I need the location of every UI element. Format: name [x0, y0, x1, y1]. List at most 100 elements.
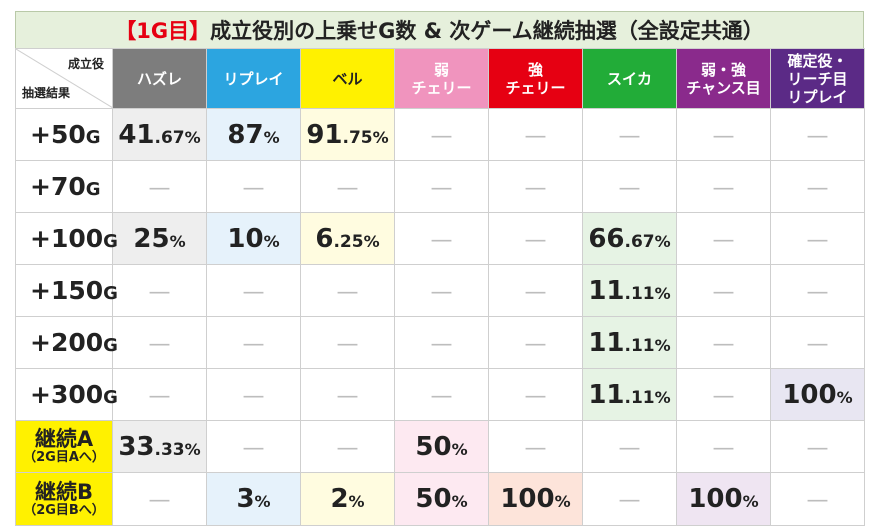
table-cell: —: [394, 212, 489, 265]
dash-empty: —: [712, 279, 735, 305]
dash-empty: —: [618, 435, 641, 461]
column-header-label-line: スイカ: [606, 69, 652, 88]
column-header-1: リプレイ: [206, 48, 301, 109]
cell-value: 2%: [330, 484, 365, 514]
dash-empty: —: [242, 331, 265, 357]
cell-value: 91.75%: [306, 119, 389, 150]
table-cell: —: [676, 316, 771, 369]
row-label-games: +100G: [15, 212, 118, 265]
table-title: 【1G目】 成立役別の上乗せG数 & 次ゲーム継続抽選（全設定共通）: [15, 11, 864, 49]
dash-empty: —: [430, 123, 453, 149]
row-label-games: +70G: [15, 160, 113, 213]
title-tag: 【1G目】: [115, 19, 211, 43]
row-label-unit: G: [85, 179, 101, 200]
table-cell: —: [676, 264, 771, 317]
column-header-label-line: 強: [527, 60, 543, 79]
dash-empty: —: [712, 435, 735, 461]
table-cell: —: [582, 472, 677, 526]
table-cell: —: [300, 316, 395, 369]
title-text: 成立役別の上乗せG数 & 次ゲーム継続抽選（全設定共通）: [210, 19, 764, 43]
cell-value: 11.11%: [588, 379, 671, 410]
table-cell: —: [770, 472, 865, 526]
table-cell: 11.11%: [582, 264, 677, 317]
dash-empty: —: [336, 279, 359, 305]
table-row: +300G — — — — — 11.11% — 100%: [15, 368, 865, 421]
dash-empty: —: [806, 331, 829, 357]
cell-value: 100%: [688, 484, 759, 514]
table-cell: —: [770, 160, 865, 213]
dash-empty: —: [524, 175, 547, 201]
table-cell: —: [206, 420, 301, 473]
dash-empty: —: [806, 279, 829, 305]
row-label-games: +50G: [15, 108, 113, 161]
table-cell: —: [488, 212, 583, 265]
column-header-label-line: 弱: [433, 60, 449, 79]
table-cell: —: [770, 108, 865, 161]
dash-empty: —: [712, 227, 735, 253]
column-header-4: 強チェリー: [488, 48, 583, 109]
table-cell: —: [394, 160, 489, 213]
column-header-5: スイカ: [582, 48, 677, 109]
table-cell: —: [206, 160, 301, 213]
dash-empty: —: [242, 383, 265, 409]
dash-empty: —: [336, 435, 359, 461]
table-row: 継続B （2G目Bへ） — 3% 2% 50% 100% — 100% —: [15, 472, 865, 526]
cell-value: 6.25%: [315, 223, 380, 254]
table-cell: —: [488, 160, 583, 213]
table-cell: 6.25%: [300, 212, 395, 265]
dash-empty: —: [524, 123, 547, 149]
dash-empty: —: [806, 488, 829, 513]
row-label-unit: G: [103, 283, 118, 304]
table-cell: —: [112, 316, 207, 369]
column-header-2: ベル: [300, 48, 395, 109]
table-cell: —: [394, 316, 489, 369]
table-cell: —: [676, 160, 771, 213]
column-header-3: 弱チェリー: [394, 48, 489, 109]
dash-empty: —: [336, 383, 359, 409]
cell-value: 100%: [500, 484, 571, 514]
table-cell: —: [112, 264, 207, 317]
row-label-number: +150: [30, 276, 104, 305]
column-header-6: 弱・強 チャンス目: [676, 48, 771, 109]
row-label-continuation: 継続B （2G目Bへ）: [15, 472, 113, 526]
row-label-number: +100: [30, 224, 104, 253]
column-header-label-line: 弱・強: [700, 60, 746, 79]
row-label-number: +70: [30, 172, 86, 201]
table-cell: —: [488, 108, 583, 161]
table-cell: —: [488, 316, 583, 369]
table-cell: —: [206, 316, 301, 369]
dash-empty: —: [618, 175, 641, 201]
table-cell: —: [676, 368, 771, 421]
table-cell: 50%: [394, 472, 489, 526]
column-header-label-line: チェリー: [505, 78, 566, 97]
dash-empty: —: [524, 435, 547, 461]
cell-value: 66.67%: [588, 223, 671, 254]
table-cell: 11.11%: [582, 316, 677, 369]
table-cell: 25%: [112, 212, 207, 265]
header-row: 成立役 抽選結果 ハズレ リプレイ ベル弱チェリー強チェリー スイカ 弱・強 チャンス目確…: [15, 48, 865, 109]
dash-empty: —: [806, 175, 829, 201]
row-label-sub: （2G目Bへ）: [23, 502, 105, 518]
cell-value: 10%: [227, 223, 280, 254]
cell-value: 25%: [133, 223, 186, 254]
table-cell: —: [488, 264, 583, 317]
row-label-games: +150G: [15, 264, 118, 317]
dash-empty: —: [524, 383, 547, 409]
row-label-unit: G: [103, 335, 118, 356]
dash-empty: —: [336, 331, 359, 357]
table-cell: 2%: [300, 472, 395, 526]
table-cell: —: [770, 212, 865, 265]
dash-empty: —: [524, 331, 547, 357]
row-label-unit: G: [103, 387, 118, 408]
column-header-label-line: ベル: [332, 69, 363, 88]
dash-empty: —: [712, 123, 735, 149]
dash-empty: —: [148, 175, 171, 201]
row-label-unit: G: [103, 231, 118, 252]
dash-empty: —: [430, 331, 453, 357]
table-cell: —: [676, 420, 771, 473]
table-cell: —: [300, 160, 395, 213]
table-cell: —: [112, 368, 207, 421]
row-label-games: +300G: [15, 368, 118, 421]
table-cell: —: [300, 264, 395, 317]
table-cell: —: [394, 368, 489, 421]
